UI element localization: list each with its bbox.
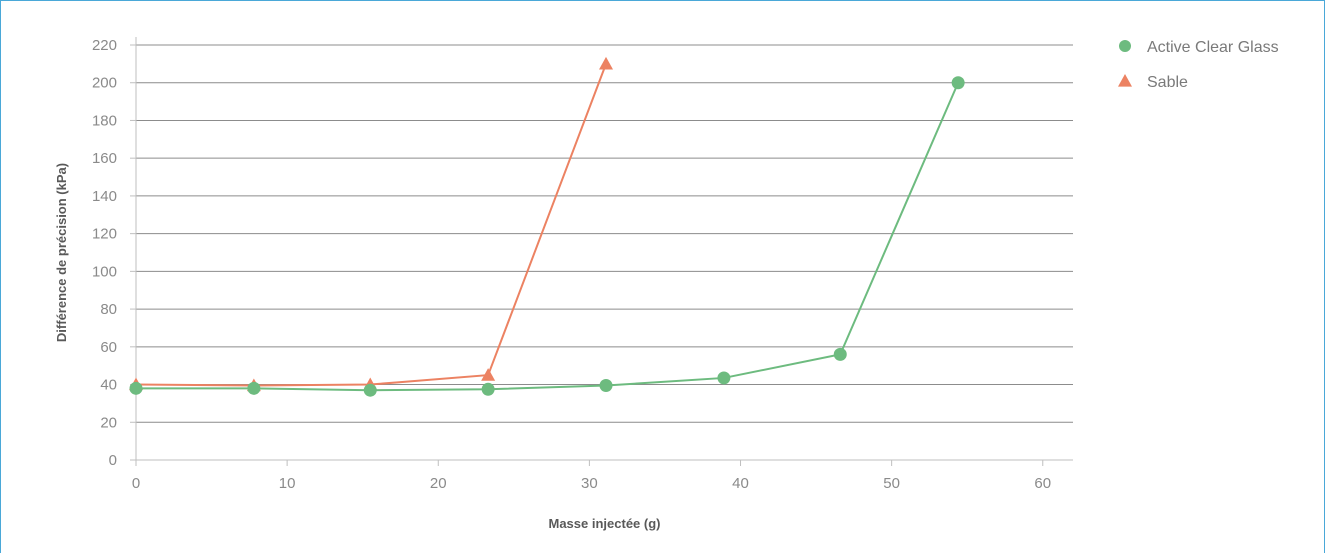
y-tick-label: 140: [92, 188, 117, 205]
legend-marker-triangle: [1118, 74, 1132, 87]
data-point: [717, 371, 731, 385]
grid-lines: [130, 44, 1073, 466]
x-tick-label: 30: [581, 475, 598, 492]
axes: [135, 37, 1073, 461]
y-tick-label: 60: [100, 339, 117, 356]
x-tick-label: 60: [1034, 475, 1051, 492]
data-point: [481, 368, 496, 381]
data-point: [481, 382, 495, 396]
x-tick-label: 50: [883, 475, 900, 492]
x-axis-title: Masse injectée (g): [549, 516, 661, 531]
y-axis-title: Différence de précision (kPa): [54, 163, 69, 342]
legend-marker-circle: [1119, 40, 1131, 52]
y-tick-label: 120: [92, 226, 117, 243]
x-tick-label: 40: [732, 475, 749, 492]
y-tick-label: 160: [92, 150, 117, 167]
series-active-clear-glass: [129, 76, 965, 397]
series-layer: [129, 56, 965, 397]
series-sable: [129, 56, 614, 392]
series-line: [136, 82, 960, 392]
y-tick-label: 100: [92, 263, 117, 280]
legend-label: Active Clear Glass: [1147, 39, 1279, 56]
legend: Active Clear Glass Sable: [1118, 39, 1279, 91]
series-line: [135, 63, 607, 387]
data-point: [247, 381, 261, 395]
y-tick-label: 0: [109, 452, 117, 469]
data-point: [129, 381, 143, 395]
y-tick-label: 180: [92, 112, 117, 129]
legend-label: Sable: [1147, 74, 1188, 91]
y-tick-label: 40: [100, 377, 117, 394]
y-tick-labels: 0 20 40 60 80 100 120 140 160 180 200 220: [92, 37, 117, 469]
data-point: [599, 56, 614, 70]
data-point: [951, 76, 965, 90]
y-tick-label: 220: [92, 37, 117, 54]
y-tick-label: 20: [100, 414, 117, 431]
data-point: [599, 378, 613, 392]
y-tick-label: 200: [92, 75, 117, 92]
legend-item-active-clear-glass: Active Clear Glass: [1119, 39, 1279, 56]
y-tick-label: 80: [100, 301, 117, 318]
x-tick-labels: 0 10 20 30 40 50 60: [132, 475, 1051, 492]
legend-item-sable: Sable: [1118, 74, 1188, 91]
data-point: [363, 383, 377, 397]
data-point: [833, 347, 847, 361]
x-tick-label: 0: [132, 475, 140, 492]
x-tick-label: 10: [279, 475, 296, 492]
x-tick-label: 20: [430, 475, 447, 492]
